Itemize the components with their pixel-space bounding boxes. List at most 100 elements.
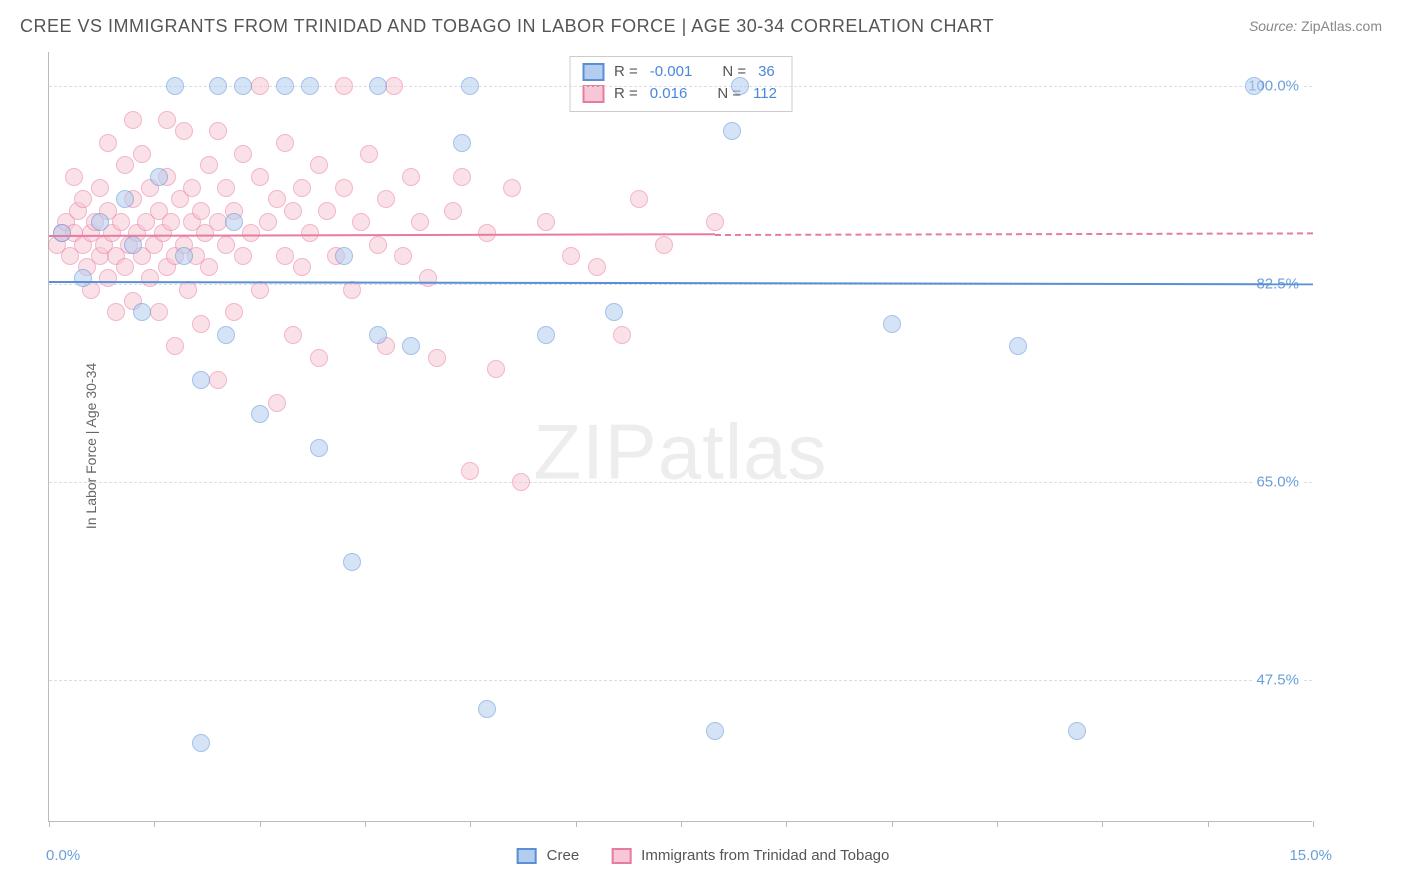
data-point: [91, 213, 109, 231]
data-point: [209, 213, 227, 231]
r-label-blue: R =: [614, 61, 638, 83]
data-point: [124, 111, 142, 129]
data-point: [537, 213, 555, 231]
data-point: [192, 315, 210, 333]
legend-row-blue: R = -0.001 N = 36: [582, 61, 779, 83]
data-point: [217, 326, 235, 344]
data-point: [99, 134, 117, 152]
data-point: [268, 394, 286, 412]
data-point: [293, 179, 311, 197]
data-point: [310, 156, 328, 174]
data-point: [276, 134, 294, 152]
data-point: [141, 269, 159, 287]
data-point: [166, 337, 184, 355]
x-tick: [260, 821, 261, 827]
watermark: ZIPatlas: [533, 406, 827, 497]
data-point: [444, 202, 462, 220]
data-point: [411, 213, 429, 231]
data-point: [192, 371, 210, 389]
data-point: [259, 213, 277, 231]
data-point: [369, 326, 387, 344]
data-point: [133, 145, 151, 163]
data-point: [99, 269, 117, 287]
data-point: [74, 269, 92, 287]
x-min-label: 0.0%: [46, 847, 80, 864]
data-point: [318, 202, 336, 220]
x-tick: [681, 821, 682, 827]
x-tick: [1313, 821, 1314, 827]
data-point: [343, 553, 361, 571]
data-point: [293, 258, 311, 276]
data-point: [192, 202, 210, 220]
data-point: [478, 700, 496, 718]
series-label-cree: Cree: [547, 847, 580, 864]
x-tick: [365, 821, 366, 827]
data-point: [453, 134, 471, 152]
data-point: [883, 315, 901, 333]
y-tick-label: 65.0%: [1253, 474, 1302, 491]
data-point: [655, 236, 673, 254]
data-point: [234, 247, 252, 265]
data-point: [301, 224, 319, 242]
data-point: [217, 179, 235, 197]
plot-area: ZIPatlas R = -0.001 N = 36 R = 0.016 N =…: [48, 52, 1312, 822]
gridline: [49, 680, 1312, 681]
source-attribution: Source: ZipAtlas.com: [1249, 18, 1382, 34]
data-point: [402, 337, 420, 355]
data-point: [251, 405, 269, 423]
data-point: [276, 77, 294, 95]
data-point: [503, 179, 521, 197]
series-legend: Cree Immigrants from Trinidad and Tobago: [517, 847, 890, 864]
data-point: [377, 190, 395, 208]
data-point: [1245, 77, 1263, 95]
data-point: [1009, 337, 1027, 355]
x-tick: [576, 821, 577, 827]
series-swatch-cree: [517, 848, 537, 864]
data-point: [461, 77, 479, 95]
data-point: [158, 111, 176, 129]
data-point: [512, 473, 530, 491]
data-point: [731, 77, 749, 95]
data-point: [251, 77, 269, 95]
data-point: [175, 122, 193, 140]
data-point: [369, 236, 387, 254]
stats-legend: R = -0.001 N = 36 R = 0.016 N = 112: [569, 56, 792, 112]
source-label: Source:: [1249, 18, 1297, 34]
data-point: [209, 371, 227, 389]
x-tick: [1208, 821, 1209, 827]
data-point: [394, 247, 412, 265]
data-point: [284, 326, 302, 344]
data-point: [706, 213, 724, 231]
data-point: [360, 145, 378, 163]
series-swatch-immigrants: [611, 848, 631, 864]
data-point: [487, 360, 505, 378]
data-point: [268, 190, 286, 208]
data-point: [150, 168, 168, 186]
y-tick-label: 47.5%: [1253, 672, 1302, 689]
x-tick: [786, 821, 787, 827]
data-point: [124, 236, 142, 254]
data-point: [166, 77, 184, 95]
chart-container: CREE VS IMMIGRANTS FROM TRINIDAD AND TOB…: [0, 0, 1406, 892]
data-point: [175, 247, 193, 265]
data-point: [116, 258, 134, 276]
data-point: [310, 439, 328, 457]
data-point: [630, 190, 648, 208]
data-point: [162, 213, 180, 231]
data-point: [112, 213, 130, 231]
data-point: [284, 202, 302, 220]
data-point: [428, 349, 446, 367]
n-value-blue: 36: [756, 61, 777, 83]
data-point: [352, 213, 370, 231]
data-point: [402, 168, 420, 186]
data-point: [562, 247, 580, 265]
x-tick: [997, 821, 998, 827]
data-point: [234, 145, 252, 163]
x-tick: [470, 821, 471, 827]
gridline: [49, 482, 1312, 483]
r-value-blue: -0.001: [648, 61, 695, 83]
source-value: ZipAtlas.com: [1301, 18, 1382, 34]
data-point: [1068, 722, 1086, 740]
data-point: [251, 281, 269, 299]
data-point: [209, 122, 227, 140]
